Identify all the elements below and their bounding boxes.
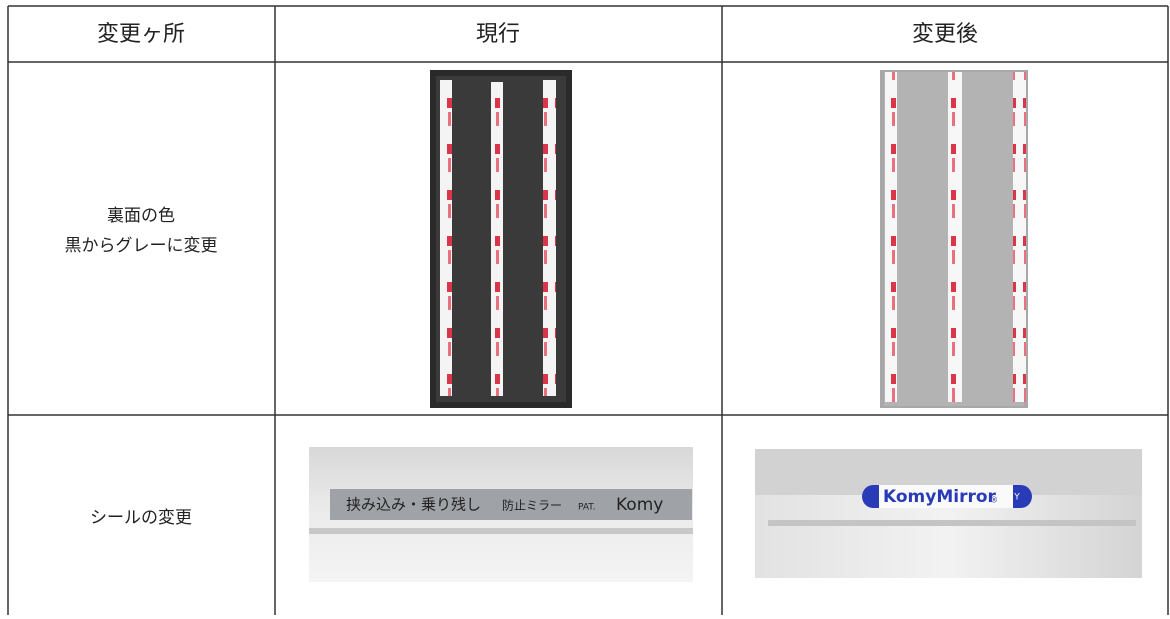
sticker-text: ®	[990, 496, 998, 505]
gray-back-photo	[880, 70, 1028, 408]
black-back-photo	[430, 70, 572, 408]
sticker-text: 挟み込み・乗り残し	[346, 496, 481, 514]
sticker-text: 防止ミラー	[502, 498, 562, 513]
sticker-text: Y	[1013, 493, 1020, 503]
current-label-photo: 挟み込み・乗り残し 防止ミラー PAT. Komy	[309, 447, 693, 582]
sticker-text: PAT.	[578, 503, 596, 513]
new-label-photo: KomyMirror ® Y	[755, 449, 1142, 578]
sticker-text: KomyMirror	[883, 487, 997, 507]
header-cell: 現行	[476, 22, 520, 47]
cell-text: シールの変更	[90, 508, 192, 528]
header-cell: 変更ヶ所	[97, 22, 185, 47]
sticker-text: Komy	[616, 495, 663, 515]
cell-text: 黒からグレーに変更	[65, 236, 218, 256]
table-borders	[7, 5, 1169, 615]
cell-text: 裏面の色	[107, 205, 175, 226]
header-cell: 変更後	[912, 22, 978, 47]
